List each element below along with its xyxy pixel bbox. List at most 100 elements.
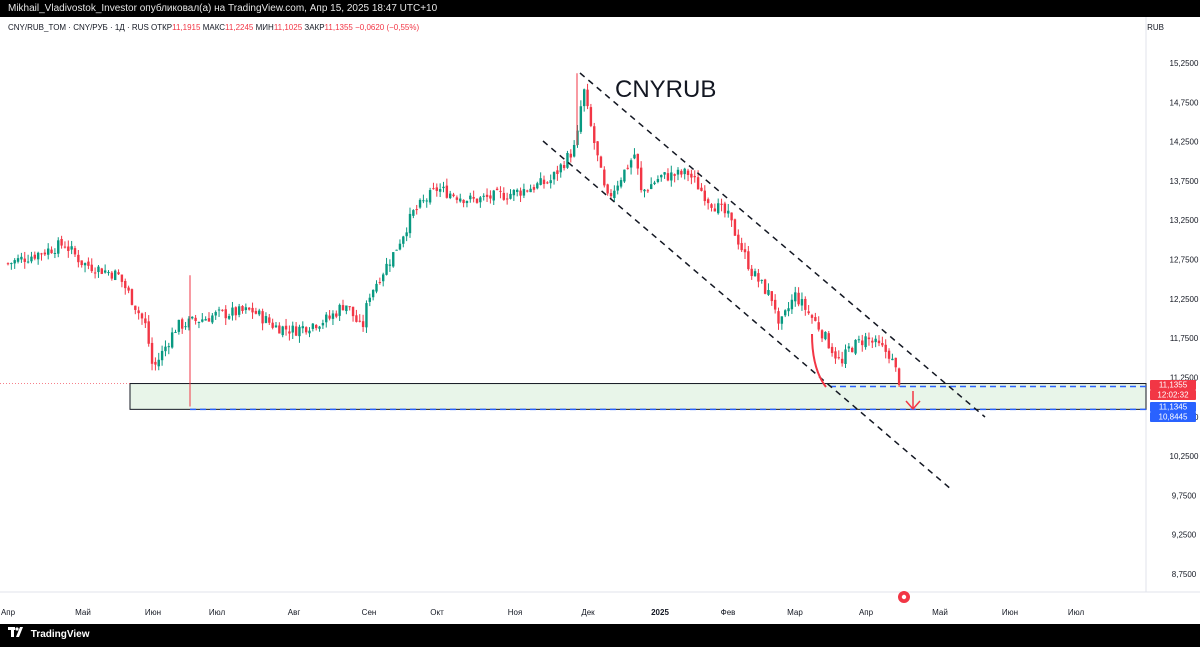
candle-body: [552, 172, 556, 180]
candle-body: [214, 312, 217, 316]
candle-body: [539, 178, 542, 185]
candle-body: [706, 199, 710, 204]
candle-body: [294, 326, 298, 336]
candle-body: [452, 194, 455, 197]
candle-body: [33, 254, 36, 259]
candle-body: [482, 195, 485, 197]
high-value: 11,2245: [225, 23, 254, 32]
candle-body: [237, 306, 241, 315]
candle-body: [562, 165, 566, 169]
candle-body: [777, 311, 780, 324]
candle-body: [683, 168, 686, 175]
candle-body: [616, 185, 619, 191]
candle-body: [355, 315, 358, 322]
candle-body: [164, 346, 167, 352]
footer-bar: TradingView: [0, 624, 1200, 646]
candle-body: [894, 357, 897, 368]
candle-body: [455, 197, 459, 200]
candle-body: [572, 144, 576, 157]
x-tick-label: Дек: [581, 608, 595, 617]
currency-label: RUB: [1147, 23, 1164, 32]
candle-body: [867, 337, 871, 340]
candle-body: [559, 164, 562, 173]
ohlc-legend: CNY/RUB_TOM · CNY/РУБ · 1Д · RUS ОТКР11,…: [8, 23, 419, 32]
candle-body: [93, 272, 97, 274]
candle-body: [532, 187, 536, 190]
candle-body: [154, 361, 157, 365]
x-tick-label: Май: [932, 608, 948, 617]
candle-body: [63, 246, 67, 248]
candle-body: [680, 170, 683, 175]
candle-body: [603, 169, 606, 186]
candle-body: [217, 309, 221, 311]
candle-body: [673, 174, 676, 176]
candle-body: [844, 349, 847, 365]
candle-body: [629, 160, 633, 168]
candle-body: [479, 197, 482, 203]
y-tick-label: 12,2500: [1170, 295, 1199, 304]
candle-body: [700, 187, 703, 191]
publisher-text: Mikhail_Vladivostok_Investor опубликовал…: [8, 3, 438, 14]
candle-body: [546, 182, 549, 184]
candle-body: [747, 251, 750, 270]
candle-body: [854, 339, 857, 354]
candle-body: [284, 325, 288, 330]
candle-body: [20, 256, 23, 260]
candle-body: [492, 190, 495, 201]
candle-body: [395, 249, 398, 251]
candle-body: [827, 333, 830, 349]
candle-body: [891, 358, 894, 361]
candle-body: [124, 280, 127, 289]
candle-body: [696, 177, 700, 190]
candle-body: [331, 313, 335, 319]
candle-body: [459, 198, 462, 202]
candle-body: [315, 325, 318, 329]
candle-body: [43, 252, 47, 255]
candle-body: [639, 167, 643, 191]
candle-body: [670, 172, 673, 181]
candle-body: [382, 274, 385, 282]
price-chart[interactable]: 15,2500 14,7500 14,2500 13,7500 13,2500 12,75…: [0, 17, 1200, 624]
candle-body: [445, 185, 449, 198]
candle-body: [348, 306, 351, 308]
candle-body: [676, 169, 680, 175]
candle-body: [713, 208, 717, 212]
candle-body: [371, 289, 375, 298]
close-value: 11,1355: [324, 23, 353, 32]
x-tick-label: Ноя: [508, 608, 523, 617]
candle-body: [241, 306, 244, 312]
footer-brand: TradingView: [30, 629, 90, 640]
candle-body: [341, 305, 345, 311]
candle-body: [244, 307, 248, 311]
candle-body: [415, 209, 418, 211]
candle-body: [589, 107, 593, 126]
candle-body: [606, 184, 609, 194]
candle-body: [271, 322, 274, 328]
candle-body: [512, 189, 516, 196]
candle-body: [519, 190, 522, 196]
candle-body: [181, 319, 184, 329]
candle-body: [147, 321, 150, 344]
x-tick-label: 2025: [651, 608, 669, 617]
candle-body: [194, 317, 197, 321]
candle-body: [103, 270, 107, 273]
candle-body: [686, 170, 690, 175]
candle-body: [636, 153, 639, 169]
candle-body: [177, 319, 181, 332]
candle-body: [338, 304, 341, 316]
candle-body: [16, 258, 20, 262]
candle-body: [90, 264, 93, 272]
candle-body: [656, 179, 660, 182]
level-upper-tag-bg: [1150, 402, 1196, 412]
x-tick-label: Июл: [1068, 608, 1085, 617]
candle-body: [144, 318, 147, 324]
candle-body: [87, 261, 90, 266]
candle-body: [626, 167, 629, 169]
candle-body: [861, 340, 864, 346]
candle-body: [268, 317, 271, 323]
candle-body: [157, 359, 160, 367]
candle-body: [278, 325, 281, 334]
x-tick-label: Апр: [859, 608, 874, 617]
candle-body: [549, 180, 552, 184]
candle-body: [435, 187, 438, 191]
